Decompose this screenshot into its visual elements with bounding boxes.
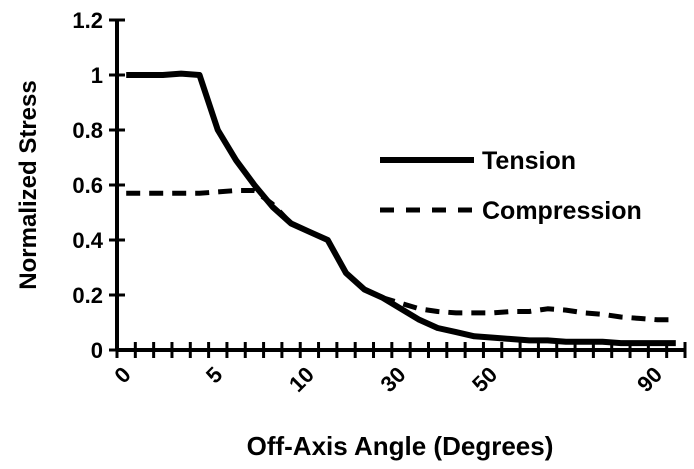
legend-label: Tension	[482, 147, 576, 175]
y-tick-label: 0.8	[72, 118, 103, 143]
x-tick-label: 0	[109, 362, 135, 388]
legend-label: Compression	[482, 197, 642, 225]
x-tick-label: 90	[632, 362, 667, 397]
y-tick-label: 0.2	[72, 283, 103, 308]
y-axis-label: Normalized Stress	[15, 80, 42, 289]
y-tick-label: 0.6	[72, 173, 103, 198]
x-tick-label: 30	[376, 362, 411, 397]
y-tick-label: 1	[91, 63, 103, 88]
y-tick-label: 0.4	[72, 228, 103, 253]
y-tick-label: 0	[91, 338, 103, 363]
x-tick-label: 50	[467, 362, 502, 397]
x-tick-label: 10	[284, 362, 319, 397]
y-tick-label: 1.2	[72, 8, 103, 33]
x-tick-label: 5	[201, 362, 227, 388]
x-axis-label: Off-Axis Angle (Degrees)	[247, 431, 554, 461]
legend-box	[366, 135, 692, 233]
series-line	[126, 70, 676, 347]
